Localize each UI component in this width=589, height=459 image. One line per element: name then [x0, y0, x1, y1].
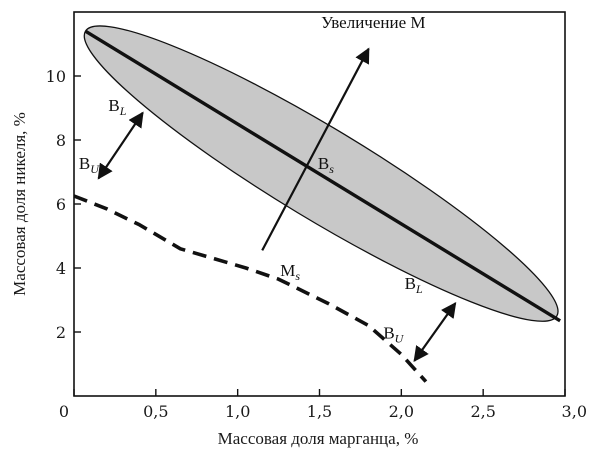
x-tick-label: 0	[59, 402, 69, 421]
b-arrow-top	[97, 111, 144, 180]
arrow-layer	[97, 47, 457, 363]
y-tick-label: 6	[56, 195, 66, 214]
y-tick-label: 8	[56, 131, 66, 150]
series-layer	[73, 29, 561, 383]
x-axis-label: Массовая доля марганца, %	[218, 429, 419, 448]
annotation-bl-bottom: BL	[405, 274, 423, 296]
x-tick-label: 1,5	[307, 402, 332, 421]
x-tick-label: 2,5	[470, 402, 495, 421]
annotations: Увеличение М Bs Ms BL BU BL BU	[79, 13, 426, 345]
annotation-ms: Ms	[280, 261, 300, 283]
annotation-bl-top: BL	[108, 96, 126, 118]
annotation-bs: Bs	[318, 154, 334, 176]
y-tick-label: 2	[56, 323, 66, 342]
y-tick-label: 4	[56, 259, 66, 278]
y-axis: 2 4 6 8 10	[46, 67, 81, 342]
y-tick-label: 10	[46, 67, 66, 86]
bs-solid-line	[84, 29, 561, 323]
b-arrow-bottom	[413, 301, 457, 363]
y-axis-label: Массовая доля никеля, %	[10, 112, 29, 296]
x-tick-label: 1,0	[225, 402, 250, 421]
x-tick-label: 3,0	[562, 402, 587, 421]
x-tick-label: 0,5	[143, 402, 168, 421]
annotation-uvelichenie: Увеличение М	[321, 13, 425, 32]
ms-dashed-curve	[73, 194, 428, 383]
annotation-bu-top: BU	[79, 154, 100, 176]
annotation-bu-bottom: BU	[383, 323, 404, 345]
x-axis: 0 0,5 1,0 1,5 2,0 2,5 3,0	[59, 389, 587, 421]
x-tick-label: 2,0	[389, 402, 414, 421]
uvelichenie-arrow	[261, 47, 370, 251]
